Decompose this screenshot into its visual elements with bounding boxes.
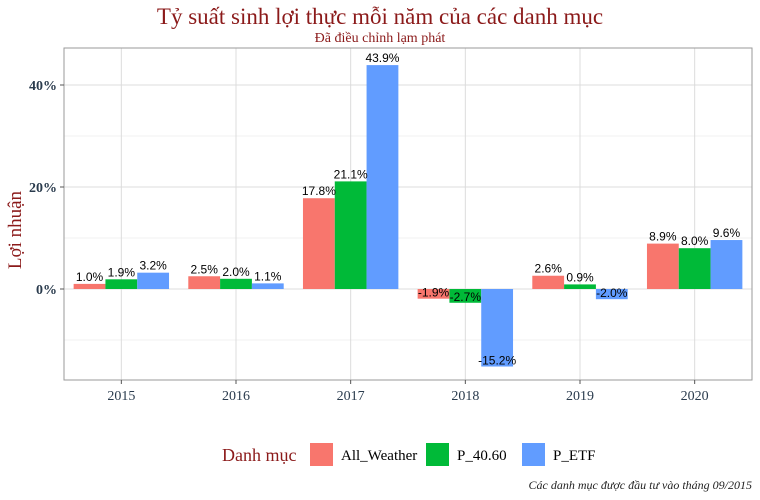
- data-label: 21.1%: [334, 167, 368, 181]
- plot-border: [63, 47, 753, 381]
- legend: Danh mục All_Weather P_40.60 P_ETF: [222, 443, 596, 466]
- grid-lines: [64, 48, 752, 380]
- bar-P_ETF-2017: [366, 65, 399, 289]
- chart-title: Tỷ suất sinh lợi thực mỗi năm của các da…: [156, 4, 604, 29]
- data-label: 0.9%: [566, 270, 594, 284]
- bar-P_ETF-2015: [137, 272, 170, 289]
- legend-title: Danh mục: [222, 445, 296, 465]
- data-label: -2.0%: [596, 286, 628, 300]
- bar-P_40.60-2015: [105, 279, 138, 289]
- bar-P_40.60-2017: [334, 181, 367, 289]
- legend-label: P_ETF: [553, 448, 596, 464]
- bar-P_ETF-2019: [595, 289, 628, 300]
- data-label: 8.9%: [649, 230, 677, 244]
- x-tick-label: 2015: [107, 389, 135, 404]
- y-tick-label: 20%: [29, 181, 57, 196]
- data-label: 2.5%: [191, 262, 219, 276]
- bar-All_Weather-2016: [188, 276, 221, 289]
- legend-key-P_40.60: [426, 443, 449, 466]
- bar-All_Weather-2017: [302, 198, 335, 289]
- chart-subtitle: Đã điều chỉnh lạm phát: [314, 31, 446, 46]
- x-tick-label: 2020: [681, 389, 709, 404]
- legend-label: P_40.60: [457, 448, 507, 464]
- bar-P_40.60-2018: [449, 289, 482, 303]
- plot-panel: [64, 48, 752, 380]
- bar-P_40.60-2016: [220, 278, 252, 289]
- legend-key-P_ETF: [522, 443, 545, 466]
- data-label: -15.2%: [478, 354, 516, 368]
- data-label: 3.2%: [139, 259, 167, 273]
- data-label: 1.0%: [76, 270, 104, 284]
- x-tick-label: 2016: [222, 389, 250, 404]
- chart-caption: Các danh mục được đầu tư vào tháng 09/20…: [528, 478, 752, 492]
- data-label: -1.9%: [418, 286, 450, 300]
- bar-All_Weather-2015: [73, 283, 106, 289]
- bar-All_Weather-2020: [646, 243, 679, 289]
- data-label: 9.6%: [713, 226, 741, 240]
- data-label: 2.6%: [535, 262, 563, 276]
- bar-All_Weather-2018: [417, 289, 450, 299]
- legend-label: All_Weather: [341, 448, 417, 464]
- axes: 0% 20% 40% 2015 2016 2017 2018 2019 2020: [29, 47, 753, 404]
- data-label: -2.7%: [450, 290, 482, 304]
- y-tick-label: 0%: [36, 283, 57, 298]
- data-label: 17.8%: [302, 184, 336, 198]
- bar-P_ETF-2016: [251, 283, 284, 289]
- data-label: 1.1%: [254, 269, 282, 283]
- data-labels: 1.0% 2.5% 17.8% -1.9% 2.6% 8.9% 1.9% 2.0% 21.1% -…: [76, 51, 741, 367]
- bar-All_Weather-2019: [532, 275, 565, 289]
- y-tick-label: 40%: [29, 79, 57, 94]
- bar-P_ETF-2020: [710, 240, 743, 289]
- legend-key-All_Weather: [310, 443, 333, 466]
- bar-P_40.60-2019: [564, 284, 596, 289]
- bar-P_ETF-2018: [481, 289, 514, 367]
- data-label: 2.0%: [222, 265, 250, 279]
- x-tick-label: 2017: [337, 389, 365, 404]
- x-tick-label: 2019: [566, 389, 594, 404]
- bar-series: [73, 65, 743, 367]
- data-label: 8.0%: [681, 234, 709, 248]
- y-axis-label: Lợi nhuận: [5, 190, 26, 269]
- data-label: 1.9%: [108, 265, 136, 279]
- bar-P_40.60-2020: [678, 248, 711, 289]
- data-label: 43.9%: [365, 51, 399, 65]
- x-tick-label: 2018: [451, 389, 479, 404]
